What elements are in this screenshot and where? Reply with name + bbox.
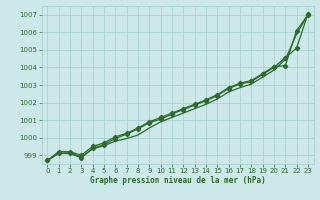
X-axis label: Graphe pression niveau de la mer (hPa): Graphe pression niveau de la mer (hPa) [90, 176, 266, 185]
